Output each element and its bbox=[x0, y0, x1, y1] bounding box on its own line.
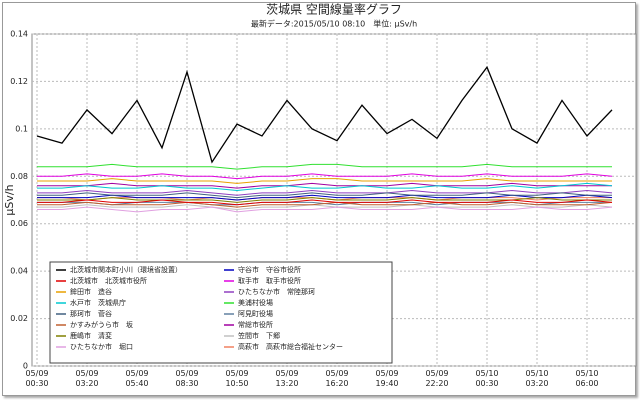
legend-label: ひたちなか市 堀口 bbox=[70, 342, 133, 351]
legend-label: 笠間市 下郷 bbox=[238, 331, 280, 340]
series-line bbox=[37, 197, 612, 203]
x-tick-label: 05/09 13:20 bbox=[275, 369, 299, 388]
series-line bbox=[37, 173, 613, 180]
legend-label: 阿見町役場 bbox=[238, 309, 273, 318]
x-tick-label: 05/10 03:20 bbox=[525, 369, 549, 388]
y-tick-label: 0.08 bbox=[10, 172, 28, 181]
series-line bbox=[37, 182, 613, 192]
x-tick-label: 05/09 10:50 bbox=[225, 369, 249, 388]
legend-label: 鉾田市 造谷 bbox=[70, 287, 112, 296]
x-tick-label: 05/09 22:20 bbox=[425, 369, 449, 388]
series-line bbox=[37, 178, 612, 184]
legend-label: 取手市 取手市役所 bbox=[238, 276, 301, 285]
y-tick-label: 0.06 bbox=[10, 219, 28, 228]
legend-label: 北茨城市 北茨城市役所 bbox=[70, 276, 147, 285]
x-tick-label: 05/10 06:00 bbox=[575, 369, 599, 388]
legend-label: 高萩市 高萩市総合福祉センター bbox=[238, 342, 343, 351]
x-tick-label: 05/09 19:40 bbox=[375, 369, 399, 388]
x-tick-label: 05/09 03:20 bbox=[75, 369, 99, 388]
legend-label: 那珂市 菅谷 bbox=[70, 309, 112, 318]
legend-box bbox=[49, 261, 393, 364]
legend-label: 守谷市 守谷市役所 bbox=[238, 265, 301, 274]
legend-label: 常総市役所 bbox=[238, 320, 273, 329]
legend-label: 北茨城市関本町小川（環境省設置） bbox=[70, 265, 182, 274]
x-tick-label: 05/09 05:40 bbox=[125, 369, 149, 388]
x-tick-label: 05/09 00:30 bbox=[25, 369, 49, 388]
series-line bbox=[37, 182, 612, 189]
series-line bbox=[37, 206, 613, 213]
y-tick-label: 0.02 bbox=[10, 314, 28, 323]
y-axis-label: μSv/h bbox=[3, 184, 16, 215]
x-tick-label: 05/09 08:30 bbox=[175, 369, 199, 388]
series-line bbox=[37, 192, 612, 199]
legend-label: ひたちなか市 常陸那珂 bbox=[238, 287, 315, 296]
legend-label: 美浦村役場 bbox=[238, 298, 273, 307]
y-tick-label: 0 bbox=[23, 362, 28, 371]
series-line bbox=[36, 65, 613, 164]
chart-title: 茨城県 空間線量率グラフ bbox=[266, 2, 402, 17]
chart-subtitle: 最新データ:2015/05/10 08:10 単位: μSv/h bbox=[251, 19, 417, 29]
y-tick-label: 0.04 bbox=[10, 267, 28, 276]
series-line bbox=[37, 199, 613, 206]
series-line bbox=[37, 190, 613, 196]
y-tick-label: 0.1 bbox=[15, 124, 28, 133]
y-tick-label: 0.12 bbox=[10, 77, 28, 86]
legend-label: 水戸市 茨城県庁 bbox=[70, 298, 126, 307]
x-tick-label: 05/10 00:30 bbox=[475, 369, 499, 388]
legend-label: かすみがうら市 坂 bbox=[70, 320, 133, 329]
x-tick-label: 05/09 16:20 bbox=[325, 369, 349, 388]
series-line bbox=[37, 201, 613, 208]
legend-label: 鹿嶋市 清変 bbox=[70, 331, 112, 340]
y-tick-label: 0.14 bbox=[10, 30, 28, 39]
series-line bbox=[37, 204, 613, 210]
series-line bbox=[37, 163, 612, 170]
